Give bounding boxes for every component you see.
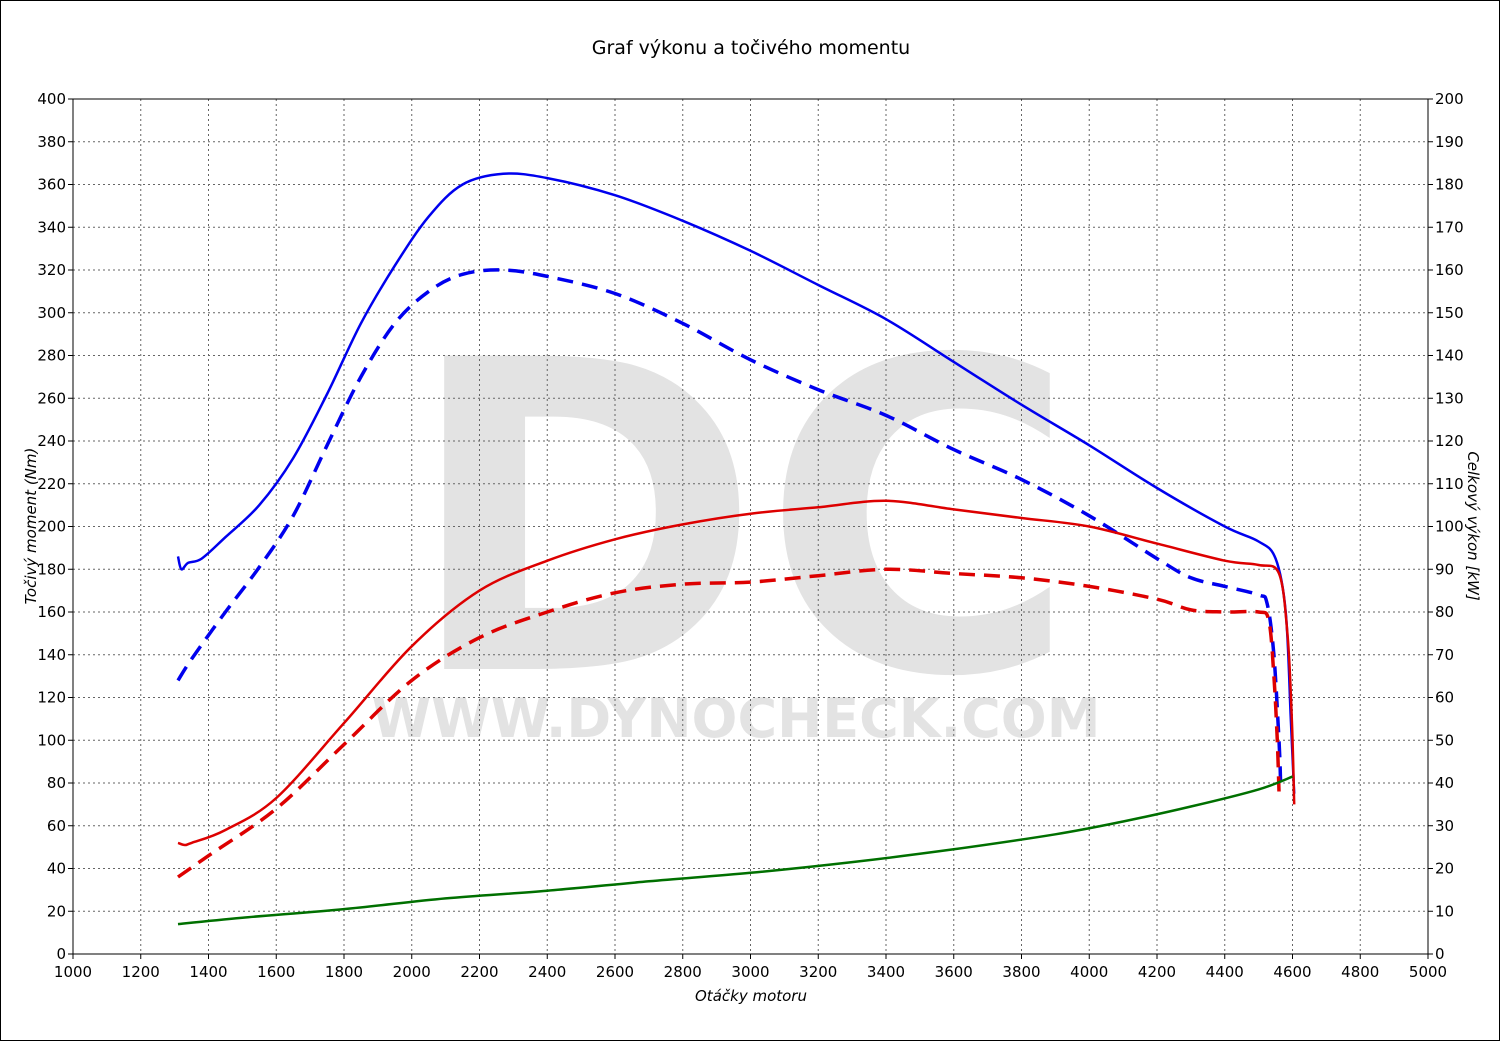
x-tick-label: 1800	[325, 963, 363, 981]
y-right-tick-label: 120	[1435, 432, 1464, 450]
y-right-tick-label: 150	[1435, 304, 1464, 322]
watermark-url: WWW.DYNOCHECK.COM	[372, 687, 1101, 750]
x-axis-label: Otáčky motoru	[695, 987, 807, 1005]
y-right-tick-label: 190	[1435, 133, 1464, 151]
y-axis-left-label: Točivý moment (Nm)	[22, 448, 40, 605]
y-axis-right-label: Celkový výkon [kW]	[1464, 451, 1482, 601]
x-tick-label: 3600	[935, 963, 973, 981]
x-tick-label: 2800	[664, 963, 702, 981]
series-line-1	[176, 172, 1296, 794]
series-line-4	[177, 567, 1281, 879]
y-left-tick-label: 340	[37, 218, 66, 236]
x-tick-label: 4600	[1273, 963, 1311, 981]
y-left-tick-label: 320	[37, 261, 66, 279]
x-tick-label: 5000	[1409, 963, 1447, 981]
y-left-tick-label: 400	[37, 90, 66, 108]
series-line-2	[176, 268, 1283, 784]
y-right-tick-label: 180	[1435, 176, 1464, 194]
watermark-logo: DC	[405, 271, 1078, 771]
y-right-tick-label: 50	[1435, 731, 1454, 749]
y-left-tick-label: 300	[37, 304, 66, 322]
y-left-tick-label: 40	[47, 860, 66, 878]
x-tick-label: 2400	[528, 963, 566, 981]
x-tick-label: 2000	[393, 963, 431, 981]
y-axis-right-ticks: 0 10 20 30 40 50 60 70 80 90 100 110 120 130 140 150 160…	[1428, 90, 1464, 963]
x-tick-label: 3400	[867, 963, 905, 981]
y-left-tick-label: 220	[37, 475, 66, 493]
y-left-tick-label: 60	[47, 817, 66, 835]
y-left-tick-label: 260	[37, 389, 66, 407]
y-right-tick-label: 30	[1435, 817, 1454, 835]
x-tick-label: 3000	[731, 963, 769, 981]
x-tick-label: 2200	[460, 963, 498, 981]
grid	[73, 99, 1428, 954]
y-right-tick-label: 170	[1435, 218, 1464, 236]
chart-title: Graf výkonu a točivého momentu	[592, 37, 910, 59]
x-tick-label: 2600	[596, 963, 634, 981]
x-tick-label: 4400	[1206, 963, 1244, 981]
x-tick-label: 4200	[1138, 963, 1176, 981]
x-tick-label: 3200	[799, 963, 837, 981]
x-tick-label: 4000	[1070, 963, 1108, 981]
y-right-tick-label: 20	[1435, 860, 1454, 878]
y-left-tick-label: 80	[47, 774, 66, 792]
series-line-5	[177, 775, 1293, 926]
y-right-tick-label: 90	[1435, 560, 1454, 578]
x-tick-label: 1200	[122, 963, 160, 981]
y-right-tick-label: 200	[1435, 90, 1464, 108]
y-right-tick-label: 40	[1435, 774, 1454, 792]
y-right-tick-label: 60	[1435, 689, 1454, 707]
y-left-tick-label: 180	[37, 560, 66, 578]
y-right-tick-label: 70	[1435, 646, 1454, 664]
y-right-tick-label: 80	[1435, 603, 1454, 621]
y-right-tick-label: 130	[1435, 389, 1464, 407]
y-left-tick-label: 120	[37, 689, 66, 707]
x-axis-ticks: 1000 1200 1400 1600 1800 2000 2200 2400 2600 2800…	[54, 954, 1447, 981]
y-left-tick-label: 140	[37, 646, 66, 664]
y-left-tick-label: 100	[37, 731, 66, 749]
x-tick-label: 4800	[1341, 963, 1379, 981]
watermark: DC WWW.DYNOCHECK.COM	[372, 271, 1101, 771]
y-right-tick-label: 140	[1435, 347, 1464, 365]
y-axis-left-ticks: 0 20 40 60 80 100 120 140 160 180 200 220 240 260 280 3…	[37, 90, 73, 963]
x-tick-label: 1400	[189, 963, 227, 981]
y-right-tick-label: 0	[1435, 945, 1445, 963]
y-right-tick-label: 100	[1435, 518, 1464, 536]
y-left-tick-label: 160	[37, 603, 66, 621]
y-left-tick-label: 0	[56, 945, 66, 963]
y-left-tick-label: 20	[47, 902, 66, 920]
x-tick-label: 3800	[1002, 963, 1040, 981]
y-right-tick-label: 110	[1435, 475, 1464, 493]
y-left-tick-label: 360	[37, 176, 66, 194]
y-left-tick-label: 380	[37, 133, 66, 151]
y-right-tick-label: 160	[1435, 261, 1464, 279]
y-left-tick-label: 200	[37, 518, 66, 536]
x-tick-label: 1600	[257, 963, 295, 981]
y-left-tick-label: 280	[37, 347, 66, 365]
series-group	[176, 172, 1296, 926]
series-line-3	[177, 499, 1296, 847]
y-left-tick-label: 240	[37, 432, 66, 450]
x-tick-label: 1000	[54, 963, 92, 981]
y-right-tick-label: 10	[1435, 902, 1454, 920]
